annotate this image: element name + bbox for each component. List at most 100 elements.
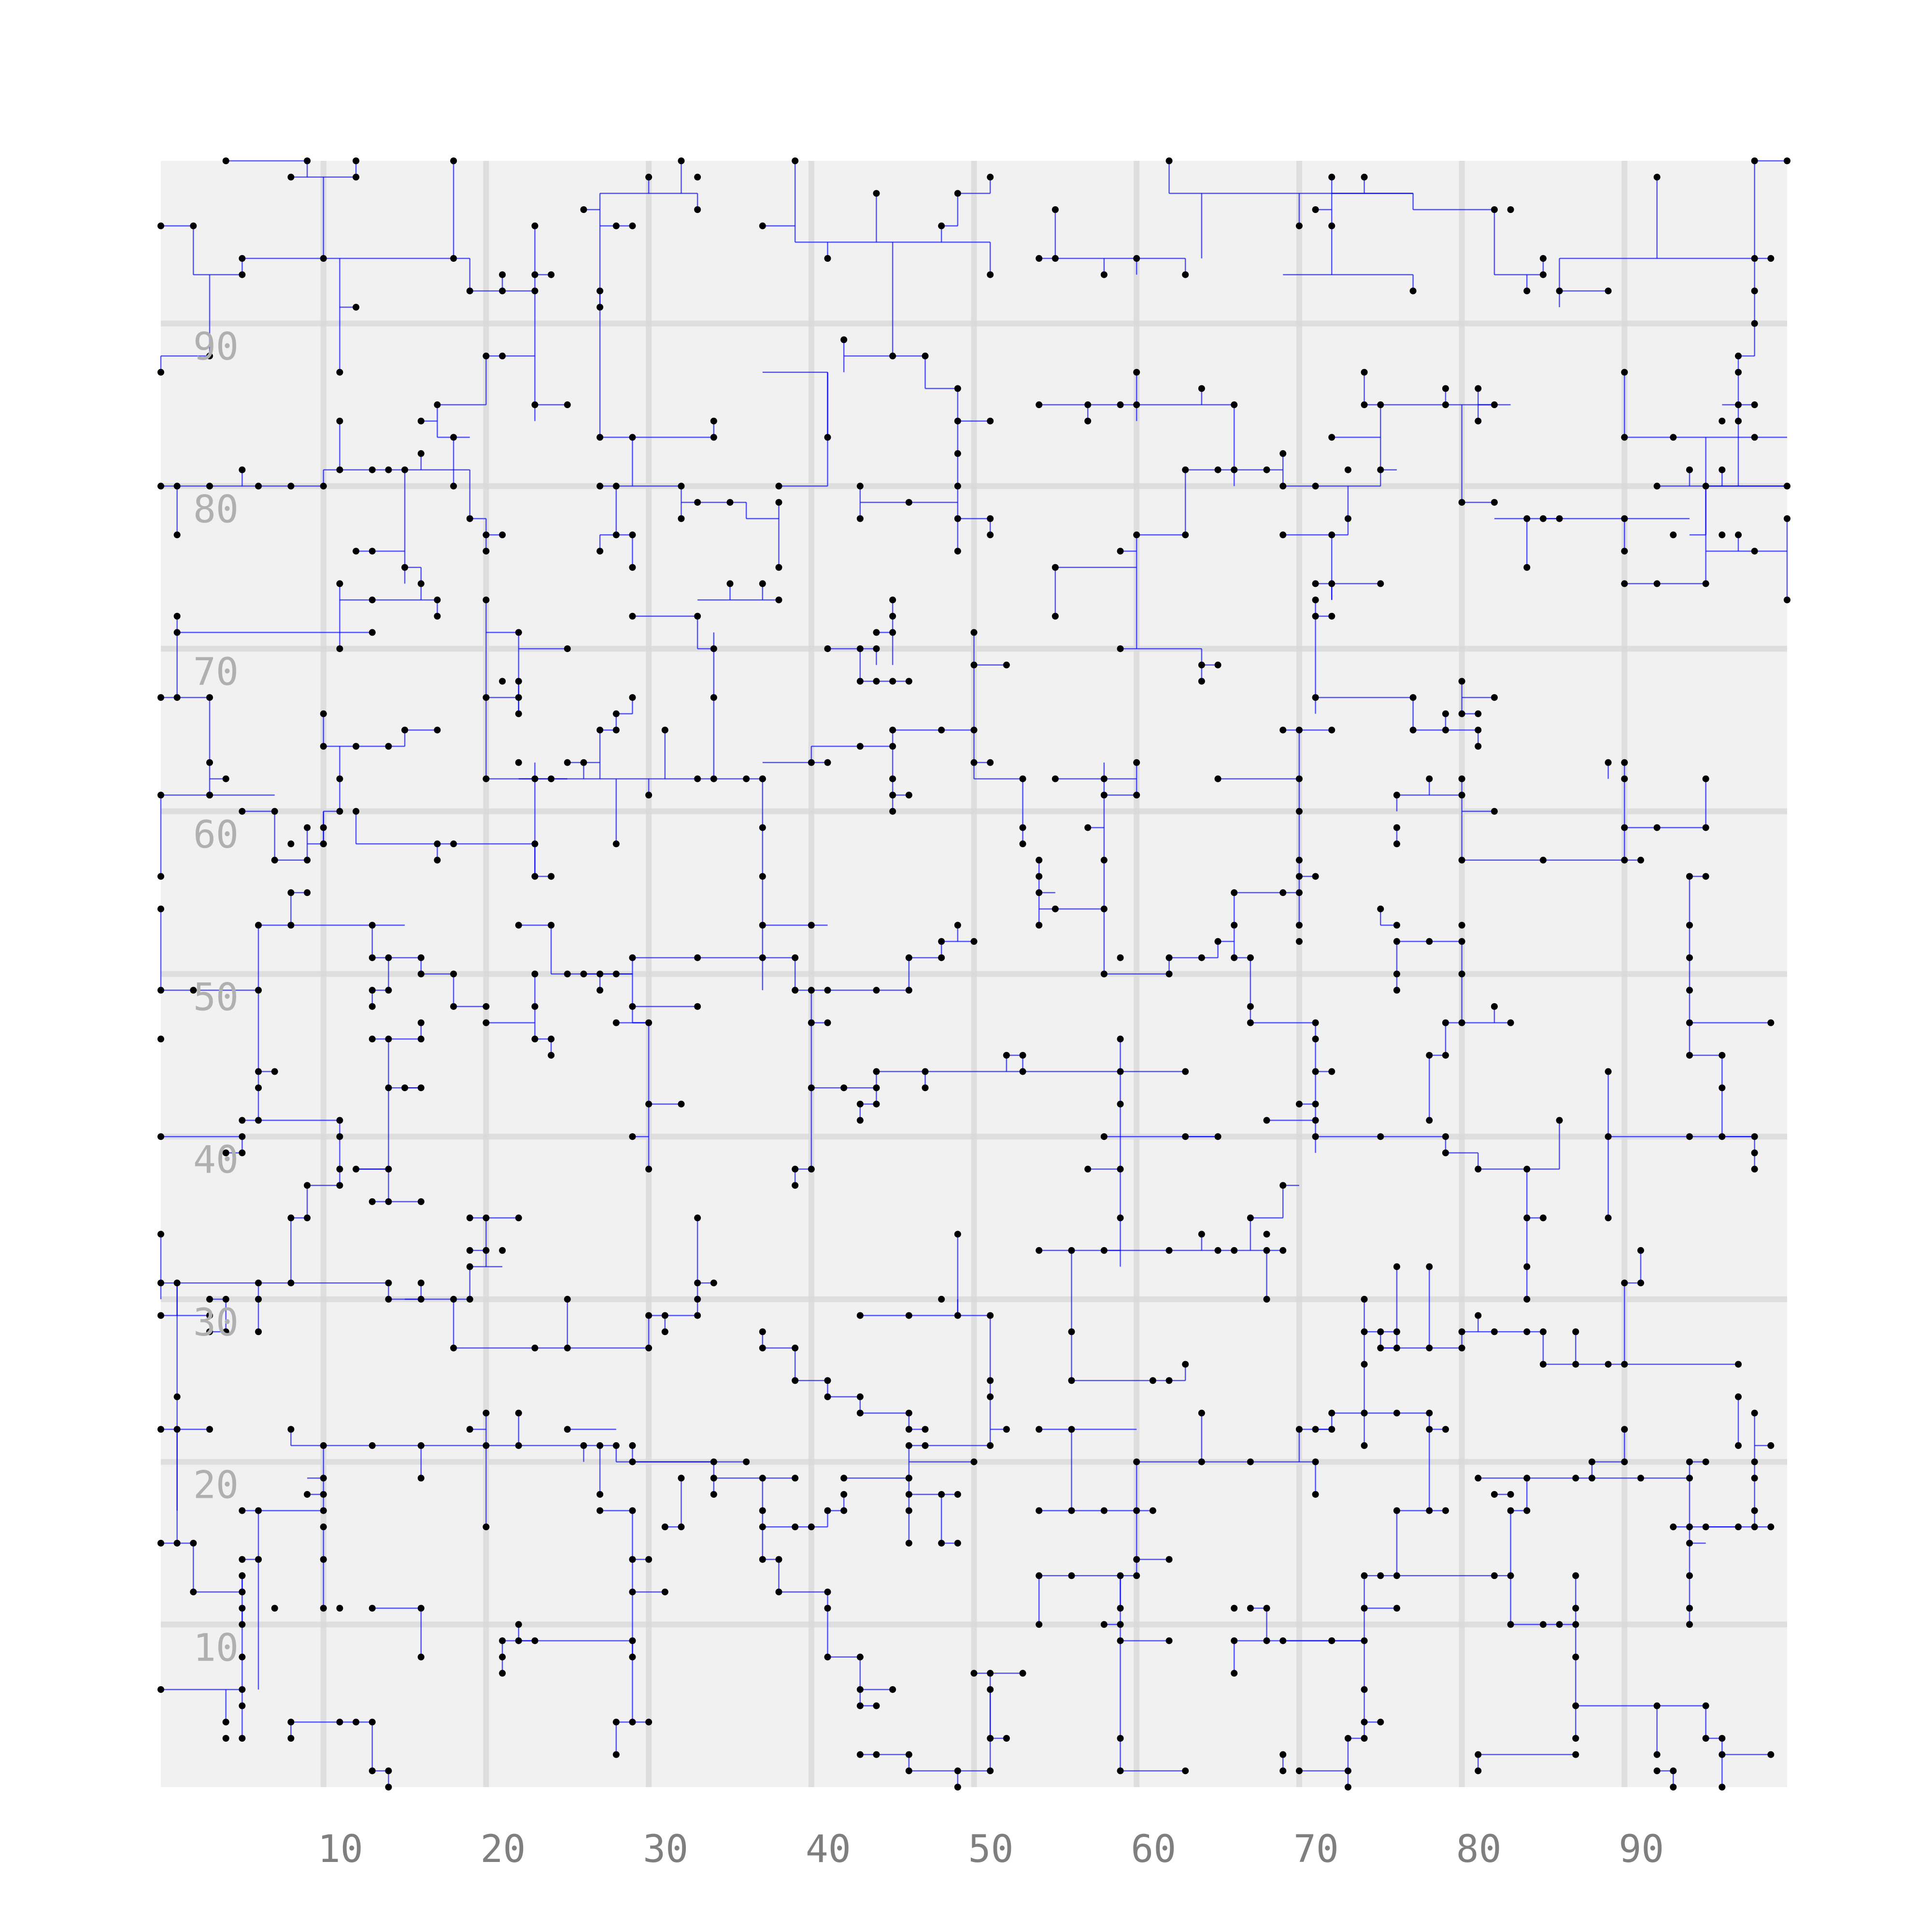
node-point: [1767, 1523, 1775, 1531]
node-point: [987, 759, 994, 766]
node-point: [417, 1442, 425, 1449]
node-point: [1295, 1426, 1303, 1433]
node-point: [1442, 401, 1449, 409]
node-point: [1670, 1784, 1677, 1790]
node-point: [970, 661, 978, 668]
node-point: [759, 922, 766, 929]
node-point: [661, 1588, 668, 1595]
node-point: [353, 157, 360, 164]
y-tick-label: 40: [193, 1138, 239, 1182]
node-point: [726, 580, 734, 587]
node-point: [1734, 1361, 1742, 1368]
node-point: [775, 499, 782, 506]
node-point: [1312, 1117, 1319, 1124]
node-point: [1149, 1507, 1156, 1514]
x-tick-label: 80: [1456, 1828, 1502, 1871]
node-point: [824, 1588, 831, 1595]
node-point: [239, 271, 246, 278]
node-point: [1702, 1458, 1709, 1465]
node-point: [1182, 1361, 1189, 1368]
node-point: [1165, 954, 1173, 961]
node-point: [157, 222, 164, 229]
node-point: [1507, 1572, 1514, 1579]
node-point: [987, 1393, 994, 1400]
node-point: [1621, 824, 1628, 831]
node-point: [434, 726, 441, 734]
node-point: [531, 1344, 539, 1351]
node-point: [239, 1149, 246, 1156]
node-point: [808, 759, 815, 766]
node-point: [1051, 905, 1059, 912]
node-point: [1572, 1475, 1579, 1482]
node-point: [645, 1019, 653, 1026]
node-point: [824, 1019, 831, 1026]
node-point: [629, 434, 636, 441]
node-point: [889, 353, 896, 360]
node-point: [385, 743, 392, 750]
node-point: [1100, 970, 1108, 978]
node-point: [190, 987, 197, 994]
node-point: [1312, 1133, 1319, 1140]
node-point: [239, 1653, 246, 1661]
node-point: [905, 1475, 912, 1482]
node-point: [1393, 792, 1400, 799]
node-point: [954, 548, 961, 555]
node-point: [157, 1686, 164, 1693]
node-point: [499, 1670, 506, 1677]
node-point: [987, 515, 994, 522]
node-point: [564, 401, 571, 409]
node-point: [1231, 1670, 1238, 1677]
x-tick-label: 90: [1619, 1828, 1664, 1871]
node-point: [710, 1279, 717, 1287]
node-point: [889, 726, 896, 734]
node-point: [206, 1312, 213, 1319]
node-point: [320, 1491, 327, 1498]
x-tick-label: 30: [643, 1828, 688, 1871]
node-point: [792, 1475, 799, 1482]
node-point: [1572, 1734, 1579, 1742]
node-point: [792, 1165, 799, 1173]
node-point: [239, 255, 246, 262]
node-point: [1653, 1767, 1661, 1775]
node-point: [1328, 1068, 1335, 1075]
node-point: [792, 1182, 799, 1189]
node-point: [336, 1117, 343, 1124]
node-point: [954, 1767, 961, 1775]
node-point: [1491, 808, 1498, 815]
node-point: [987, 1767, 994, 1775]
node-point: [369, 1767, 376, 1775]
y-tick-label: 30: [193, 1301, 239, 1345]
node-point: [629, 1653, 636, 1661]
node-point: [483, 548, 490, 555]
node-point: [531, 1036, 539, 1043]
node-point: [1702, 1734, 1709, 1742]
node-point: [1003, 1426, 1010, 1433]
node-point: [905, 1539, 912, 1547]
node-point: [1393, 1572, 1400, 1579]
node-point: [1442, 726, 1449, 734]
node-point: [1491, 694, 1498, 701]
node-point: [1133, 369, 1140, 376]
node-point: [580, 206, 587, 213]
node-point: [808, 1084, 815, 1092]
node-point: [336, 775, 343, 782]
node-point: [694, 1279, 701, 1287]
node-point: [173, 694, 181, 701]
node-point: [515, 1621, 522, 1628]
node-point: [531, 1003, 539, 1010]
node-point: [1036, 255, 1043, 262]
node-point: [1702, 483, 1709, 490]
node-point: [483, 1442, 490, 1449]
node-point: [1361, 1361, 1368, 1368]
node-point: [531, 401, 539, 409]
node-point: [336, 1605, 343, 1612]
node-point: [531, 873, 539, 880]
node-point: [1312, 1491, 1319, 1498]
node-point: [466, 515, 473, 522]
node-point: [1751, 157, 1758, 164]
node-point: [336, 417, 343, 425]
node-point: [1328, 1409, 1335, 1417]
node-point: [1117, 1214, 1124, 1222]
node-point: [1036, 1621, 1043, 1628]
node-point: [548, 1051, 555, 1059]
